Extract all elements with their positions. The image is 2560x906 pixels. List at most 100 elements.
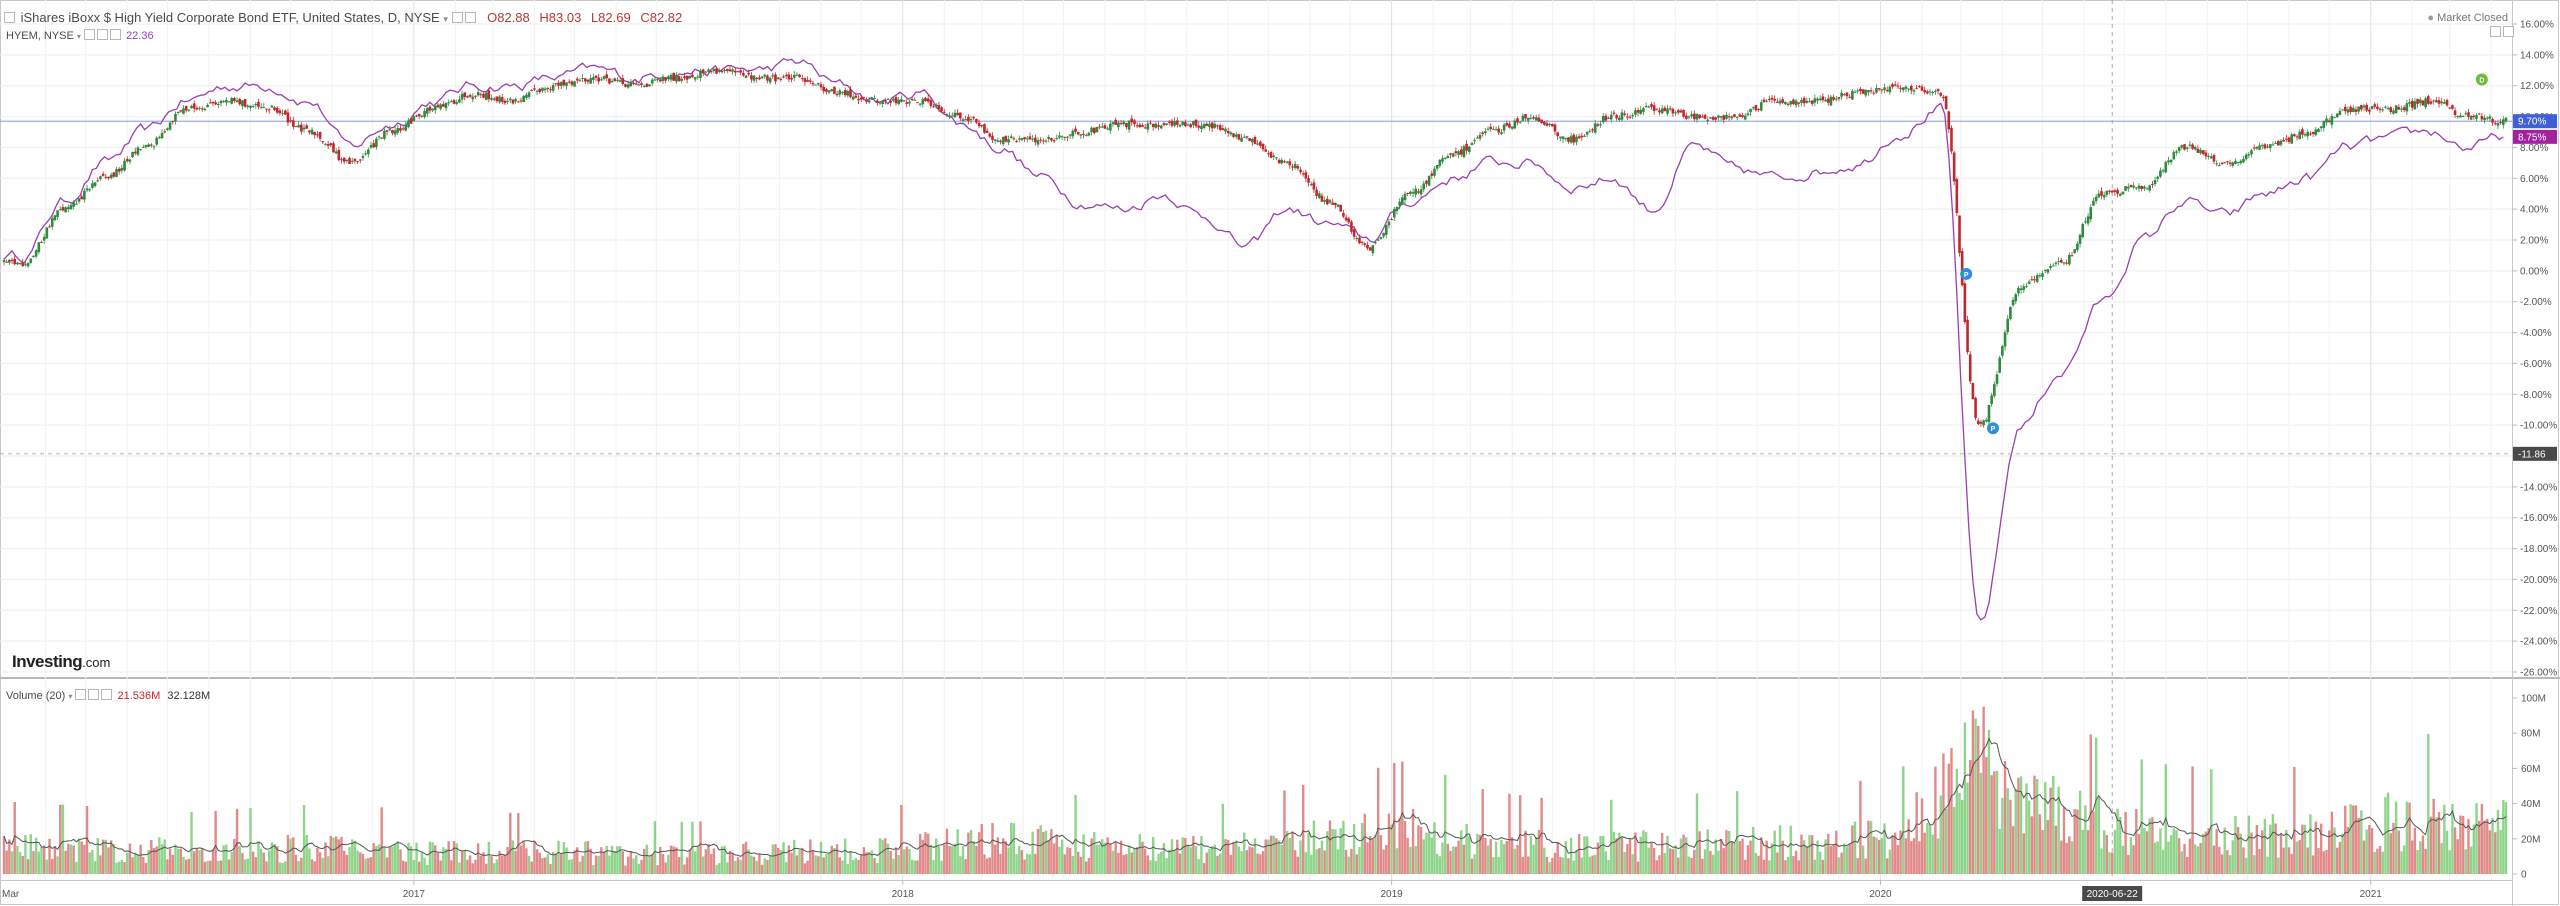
volume-bar — [2022, 833, 2026, 874]
candle-body — [541, 87, 544, 91]
candle-body — [2475, 115, 2478, 119]
volume-bar — [790, 852, 793, 874]
volume-panel[interactable] — [2, 706, 2508, 874]
volume-bar — [182, 856, 185, 874]
candle-body — [2073, 249, 2076, 253]
candle-body — [1778, 100, 1782, 104]
candle-body — [2124, 186, 2127, 191]
candle-body — [1194, 119, 1198, 127]
candle-body — [1851, 90, 1854, 100]
candle-body — [2051, 265, 2055, 267]
candle-body — [1757, 108, 1760, 110]
candle-body — [1454, 151, 1458, 154]
candle-body — [594, 75, 598, 78]
volume-bar — [2052, 775, 2055, 874]
volume-bar — [1719, 838, 1723, 874]
settings-icon[interactable] — [97, 29, 108, 40]
volume-bar — [69, 844, 73, 874]
volume-bar — [2394, 801, 2398, 874]
compare-label[interactable]: HYEM, NYSE — [6, 30, 74, 42]
volume-bar — [498, 850, 501, 874]
volume-bar — [1034, 853, 1037, 874]
volume-bar — [918, 833, 922, 874]
fullscreen-icon[interactable] — [2490, 26, 2501, 37]
close-icon[interactable] — [101, 689, 113, 700]
candle-body — [1928, 91, 1932, 93]
candle-body — [2234, 160, 2237, 165]
candle-body — [326, 144, 330, 146]
collapse-icon[interactable] — [4, 12, 15, 23]
close-icon[interactable] — [2503, 26, 2514, 37]
candle-body — [1127, 120, 1131, 130]
price-panel[interactable]: PPD — [0, 0, 2512, 880]
candle-body — [91, 183, 94, 188]
settings-icon[interactable] — [75, 689, 87, 700]
candle-body — [2456, 116, 2460, 118]
candle-body — [1047, 136, 1051, 139]
volume-bar — [514, 850, 517, 874]
candle-body — [2410, 100, 2414, 108]
volume-label[interactable]: Volume (20) — [6, 690, 66, 702]
volume-bar — [1797, 860, 1800, 874]
vol-y-tick-label: 40M — [2521, 799, 2540, 810]
candle-body — [452, 100, 456, 104]
volume-bar — [2279, 834, 2283, 874]
volume-bar — [774, 844, 777, 874]
volume-bar — [131, 857, 134, 874]
close-icon[interactable] — [110, 29, 121, 40]
candle-body — [1701, 116, 1704, 118]
volume-bar — [1291, 831, 1294, 874]
volume-bar — [482, 852, 485, 874]
volume-bar — [8, 839, 11, 874]
volume-bar — [1358, 847, 1361, 874]
candle-body — [1808, 101, 1811, 103]
candle-body — [918, 103, 922, 105]
volume-bar — [447, 841, 450, 874]
candle-body — [101, 173, 105, 176]
volume-bar — [2078, 790, 2082, 874]
candle-body — [171, 121, 175, 123]
candle-body — [1813, 98, 1817, 103]
volume-bar — [1867, 820, 1870, 874]
close-icon[interactable] — [464, 12, 476, 23]
volume-bar — [2231, 840, 2234, 874]
candle-body — [2062, 262, 2066, 264]
volume-bar — [1060, 839, 1064, 874]
volume-bar — [2274, 823, 2277, 874]
candle-body — [2218, 165, 2221, 167]
chevron-down-icon[interactable]: ▾ — [443, 14, 448, 24]
volume-bar — [1117, 852, 1120, 874]
candle-body — [988, 133, 992, 137]
candle-body — [1328, 200, 1332, 203]
candle-body — [517, 101, 520, 103]
candle-body — [2333, 117, 2336, 119]
candle-body — [150, 144, 153, 146]
chevron-down-icon[interactable]: ▾ — [76, 32, 81, 41]
candle-body — [2244, 154, 2248, 160]
settings-icon[interactable] — [88, 689, 100, 700]
volume-bar — [1245, 850, 1249, 874]
candle-body — [1636, 110, 1640, 113]
candle-body — [575, 78, 579, 81]
volume-bar — [1915, 792, 1918, 874]
candle-body — [1079, 134, 1083, 136]
candle-body — [2161, 170, 2165, 172]
symbol-title[interactable]: iShares iBoxx $ High Yield Corporate Bon… — [20, 10, 440, 25]
candle-body — [1762, 99, 1766, 103]
candle-body — [1352, 229, 1356, 237]
candle-body — [2373, 104, 2377, 107]
volume-bar — [2207, 828, 2210, 874]
candle-body — [669, 74, 673, 79]
settings-icon[interactable] — [84, 29, 95, 40]
settings-icon[interactable] — [451, 12, 463, 23]
volume-bar — [506, 846, 509, 874]
candle-body — [506, 100, 509, 102]
volume-bar — [557, 840, 560, 874]
volume-bar — [343, 850, 346, 874]
volume-bar — [1256, 853, 1259, 874]
chevron-down-icon[interactable]: ▾ — [68, 692, 73, 701]
volume-bar — [1859, 780, 1862, 874]
candle-body — [1441, 158, 1444, 162]
volume-bar — [1406, 837, 1409, 874]
